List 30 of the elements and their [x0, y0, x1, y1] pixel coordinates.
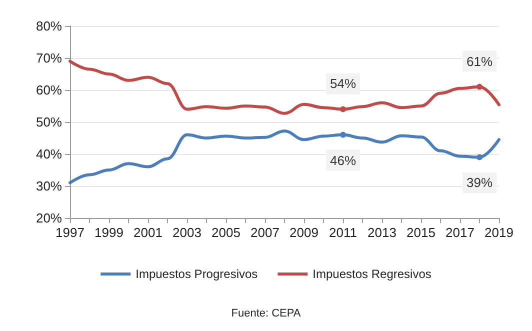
x-tick-label: 2007	[250, 225, 280, 240]
x-tick-label: 2015	[406, 225, 436, 240]
y-tick-label: 80%	[36, 18, 62, 34]
x-tick-label: 2013	[368, 225, 396, 240]
data-label: 39%	[466, 175, 493, 190]
x-tick-label: 2003	[172, 225, 202, 240]
point	[476, 84, 482, 90]
point	[340, 106, 346, 112]
x-tick-label: 1999	[94, 225, 124, 240]
y-tick-label: 50%	[36, 114, 62, 130]
y-tick-label: 70%	[36, 50, 62, 66]
data-label: 61%	[466, 54, 493, 69]
legend-label: Impuestos Progresivos	[136, 267, 258, 281]
y-tick-label: 30%	[36, 178, 62, 194]
data-label: 54%	[330, 76, 356, 92]
x-tick-label: 2005	[212, 225, 240, 240]
point	[476, 154, 482, 160]
y-tick-label: 60%	[36, 82, 62, 98]
legend-label: Impuestos Regresivos	[312, 267, 432, 281]
y-tick-label: 20%	[36, 210, 62, 226]
x-tick-label: 2019	[484, 225, 514, 240]
data-label: 46%	[330, 152, 356, 168]
x-tick-label: 2017	[446, 225, 474, 240]
x-tick-label: 2009	[290, 225, 318, 240]
x-tick-label: 1997	[56, 225, 84, 240]
source-note: Fuente: CEPA	[231, 308, 302, 320]
x-tick-label: 2011	[329, 225, 357, 240]
point	[340, 132, 346, 138]
x-tick-label: 2001	[134, 225, 162, 240]
y-tick-label: 40%	[36, 146, 62, 162]
